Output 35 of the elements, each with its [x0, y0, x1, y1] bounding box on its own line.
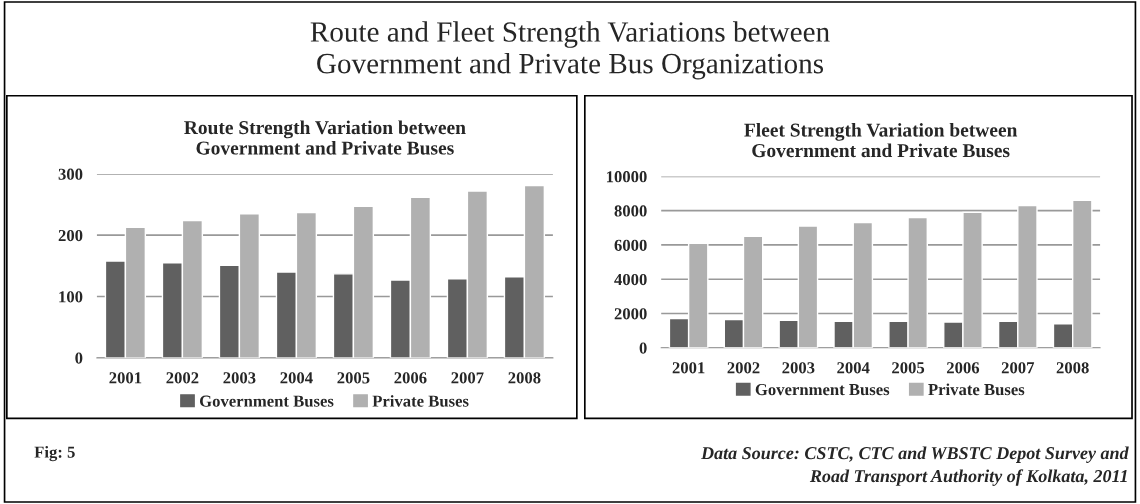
x-tick-label: 2007: [451, 372, 484, 384]
legend-label: Government Buses: [199, 395, 334, 407]
y-tick-label: 0: [639, 342, 647, 354]
x-tick-label: 2001: [109, 372, 142, 384]
x-tick-label: 2008: [508, 372, 541, 384]
x-tick-label: 2004: [837, 362, 870, 374]
chart-title: Route Strength Variation between Government and Private Buses: [184, 120, 466, 155]
x-tick-label: 2006: [394, 372, 427, 384]
legend-label: Government Buses: [755, 383, 890, 396]
y-tick-label: 300: [58, 168, 83, 180]
source-note: Data Source: CSTC, CTC and WBSTC Depot Survey and Road Transport Authority of Kolkata, 2011: [700, 446, 1129, 486]
x-tick-label: 2007: [1001, 362, 1035, 374]
y-tick-label: 6000: [614, 239, 647, 251]
x-tick-label: 2003: [782, 362, 815, 374]
y-tick-label: 0: [75, 352, 83, 364]
x-tick-label: 2002: [727, 362, 760, 374]
y-tick-label: 10000: [606, 171, 647, 183]
x-tick-label: 2003: [223, 372, 256, 384]
legend-label: Private Buses: [372, 395, 469, 407]
x-tick-label: 2005: [892, 362, 925, 374]
x-tick-label: 2004: [280, 372, 313, 384]
x-tick-label: 2008: [1056, 362, 1089, 374]
legend-label: Private Buses: [928, 383, 1025, 396]
chart-title: Fleet Strength Variation between Government and Private Buses: [744, 122, 1018, 158]
x-tick-label: 2002: [166, 372, 199, 384]
y-tick-label: 4000: [614, 273, 647, 286]
x-tick-label: 2001: [672, 362, 705, 374]
y-tick-label: 200: [58, 229, 83, 242]
y-tick-label: 8000: [614, 205, 647, 217]
x-tick-label: 2005: [337, 372, 370, 384]
x-tick-label: 2006: [946, 362, 980, 374]
text: Route and Fleet Strength Variations between Government and Private Bus Organizations: [310, 21, 830, 80]
y-tick-label: 100: [59, 291, 83, 303]
text: Fig: 5: [34, 445, 75, 462]
y-tick-label: 2000: [614, 308, 647, 320]
